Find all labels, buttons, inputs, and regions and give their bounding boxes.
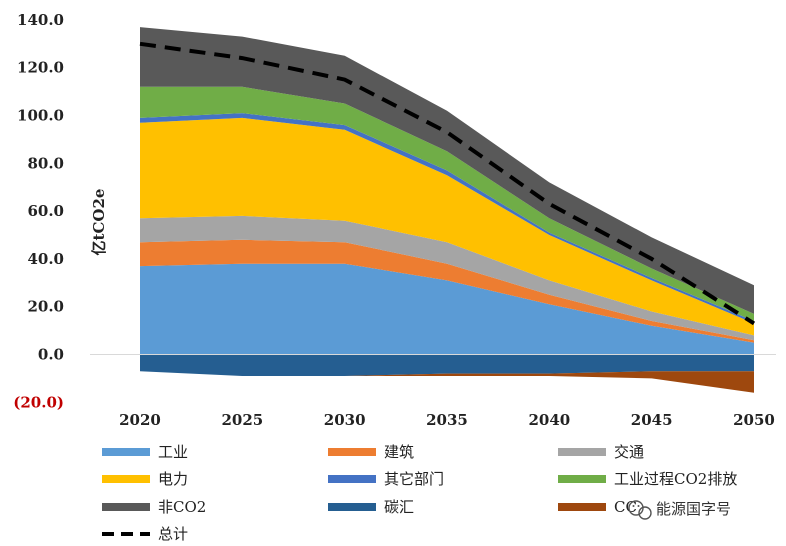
y-tick-label: 60.0	[27, 202, 64, 220]
y-axis-label: 亿tCO2e	[90, 189, 108, 256]
x-tick-label: 2040	[528, 411, 570, 429]
y-tick-label: 80.0	[27, 154, 64, 172]
area-series-3	[140, 117, 754, 336]
area-series-5	[140, 86, 754, 321]
area-series-6	[140, 27, 754, 314]
legend-swatch	[328, 503, 376, 511]
legend-label: 电力	[158, 470, 188, 488]
x-tick-label: 2035	[426, 411, 468, 429]
y-tick-label: 40.0	[27, 250, 64, 268]
x-tick-label: 2030	[324, 411, 366, 429]
legend-label: 碳汇	[384, 498, 414, 516]
legend-label: 非CO2	[158, 498, 206, 516]
legend-swatch	[558, 503, 606, 511]
y-tick-label: 120.0	[17, 59, 64, 77]
y-tick-label: 20.0	[27, 298, 64, 316]
x-tick-label: 2050	[733, 411, 775, 429]
watermark-text: 能源国字号	[656, 500, 731, 518]
legend-swatch	[328, 448, 376, 456]
legend-item: 其它部门	[328, 470, 444, 488]
legend-item: 交通	[558, 443, 644, 461]
legend-item: 总计	[102, 525, 188, 543]
legend-swatch	[558, 475, 606, 483]
legend-swatch	[558, 448, 606, 456]
legend-swatch	[102, 448, 150, 456]
legend-item: 工业	[102, 443, 188, 461]
y-tick-label: (20.0)	[13, 393, 64, 411]
x-tick-label: 2025	[221, 411, 263, 429]
watermark: 能源国字号	[628, 500, 731, 520]
x-tick-label: 2020	[119, 411, 161, 429]
legend-label: 总计	[158, 525, 188, 542]
wechat-icon	[628, 500, 652, 520]
legend-label: 建筑	[384, 443, 414, 461]
legend-item: 建筑	[328, 443, 414, 461]
area-series-2	[140, 215, 754, 341]
legend-label: 交通	[614, 443, 644, 461]
legend-label: 工业	[158, 443, 188, 461]
legend-swatch	[102, 475, 150, 483]
legend-item: 碳汇	[328, 498, 414, 516]
legend-item: 工业过程CO2排放	[558, 470, 737, 488]
legend-item: 电力	[102, 470, 188, 488]
area-series-0	[140, 263, 754, 355]
total-series-line	[139, 41, 756, 326]
y-tick-label: 140.0	[17, 11, 64, 29]
x-tick-labels: 2020 2025 2030 2035 2040 2045 2050	[119, 411, 775, 429]
legend-label: 工业过程CO2排放	[614, 470, 737, 488]
y-tick-labels: (20.0) 0.0 20.0 40.0 60.0 80.0 100.0 120.0 140.0	[13, 11, 64, 411]
legend-item: 非CO2	[102, 498, 206, 516]
legend-swatch	[102, 503, 150, 511]
y-tick-label: 0.0	[38, 346, 64, 364]
area-layers	[140, 27, 754, 393]
legend-item: CC	[558, 498, 637, 516]
area-series-1	[140, 239, 754, 343]
legend-label: 其它部门	[384, 470, 444, 488]
legend-label: CC	[614, 498, 637, 516]
legend-swatch	[328, 475, 376, 483]
x-tick-label: 2045	[631, 411, 673, 429]
area-series-8	[140, 371, 754, 393]
y-tick-label: 100.0	[17, 107, 64, 125]
area-series-7	[140, 354, 754, 376]
